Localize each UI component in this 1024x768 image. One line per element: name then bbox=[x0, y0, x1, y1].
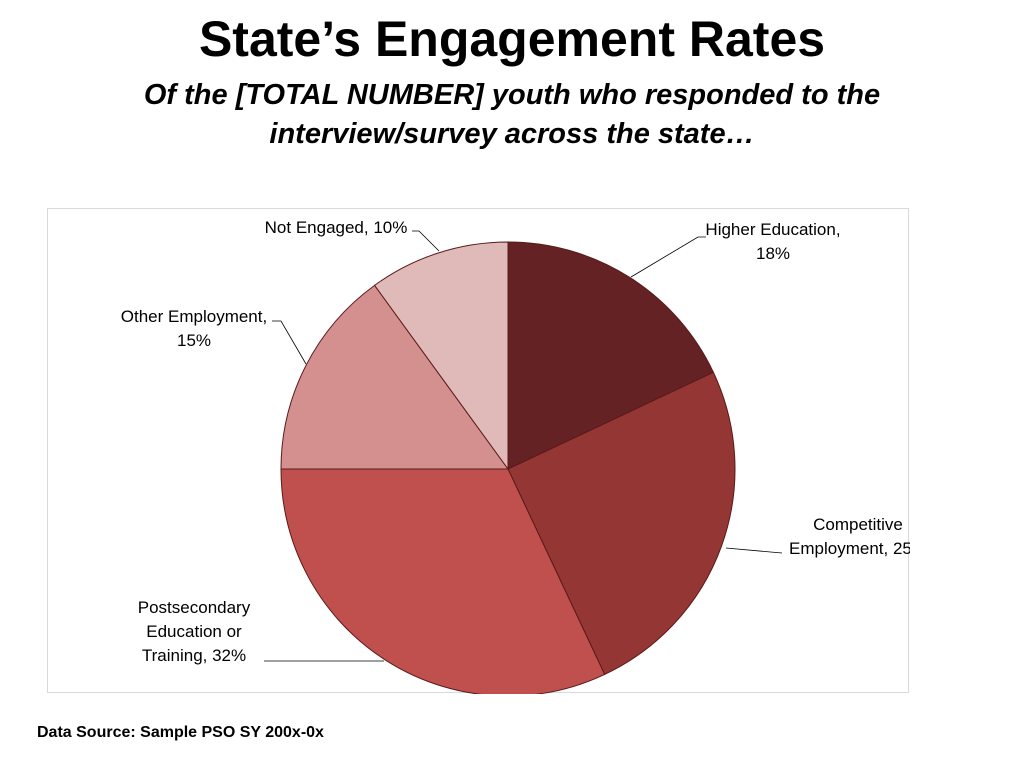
data-label-postsecondary-education-or-training: Postsecondary Education or Training, 32% bbox=[138, 598, 251, 665]
data-label-not-engaged: Not Engaged, 10% bbox=[265, 218, 408, 237]
leader-line-not-engaged bbox=[412, 230, 440, 252]
leader-line-competitive-employment bbox=[725, 547, 783, 554]
data-label-competitive-employment: Competitive Employment, 25% bbox=[789, 515, 910, 558]
pie-slice-not-engaged bbox=[373, 241, 509, 471]
data-label-other-employment: Other Employment, 15% bbox=[121, 307, 267, 350]
data-label-line: Education or bbox=[146, 622, 242, 641]
data-label-line: Postsecondary bbox=[138, 598, 251, 617]
pie-slices bbox=[280, 241, 736, 694]
chart-title: State’s Engagement Rates bbox=[198, 11, 826, 67]
pie-slice-competitive-employment bbox=[507, 371, 736, 676]
data-label-line: Higher Education, bbox=[705, 220, 840, 239]
pie-slice-higher-education bbox=[507, 241, 715, 470]
data-source-note: Data Source: Sample PSO SY 200x-0x bbox=[37, 724, 324, 741]
data-label-line: 18% bbox=[756, 244, 790, 263]
data-label-line: Training, 32% bbox=[142, 646, 246, 665]
pie-slice-other-employment bbox=[280, 284, 509, 470]
chart-subtitle: Of the [TOTAL NUMBER] youth who responde… bbox=[143, 79, 881, 150]
chart-area: Higher Education, 18% Competitive Employmen… bbox=[47, 208, 910, 694]
leader-line-higher-education bbox=[630, 236, 706, 278]
data-label-line: 15% bbox=[177, 331, 211, 350]
data-label-line: Employment, 25% bbox=[789, 539, 910, 558]
leader-lines bbox=[264, 230, 783, 662]
data-label-line: Not Engaged, 10% bbox=[265, 218, 408, 237]
pie-slice-postsecondary-education-or-training bbox=[280, 468, 606, 694]
data-labels: Higher Education, 18% Competitive Employmen… bbox=[121, 218, 910, 665]
pie-chart: Higher Education, 18% Competitive Employmen… bbox=[121, 218, 910, 694]
leader-line-other-employment bbox=[272, 320, 307, 365]
data-label-higher-education: Higher Education, 18% bbox=[705, 220, 840, 263]
data-label-line: Other Employment, bbox=[121, 307, 267, 326]
data-label-line: Competitive bbox=[813, 515, 903, 534]
